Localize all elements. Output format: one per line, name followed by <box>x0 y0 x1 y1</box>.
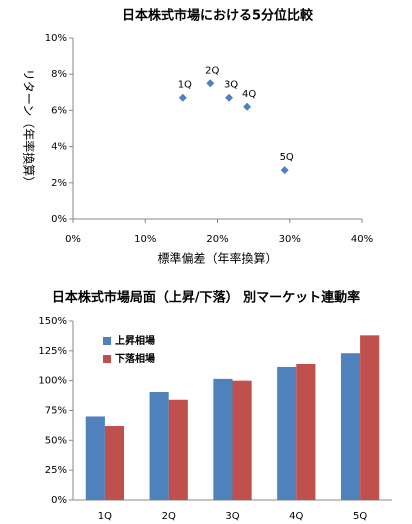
bar <box>277 366 297 500</box>
x-tick-label: 10% <box>134 234 156 245</box>
point <box>178 93 187 102</box>
y-tick-label: 25% <box>45 465 67 476</box>
chart-title: 日本株式市場局面（上昇/下落） 別マーケット連動率 <box>52 290 360 306</box>
y-tick-label: 150% <box>38 316 67 327</box>
bar <box>149 392 169 500</box>
bar <box>104 426 125 500</box>
point <box>206 79 215 88</box>
bar <box>213 378 233 500</box>
legend-swatch <box>103 337 111 345</box>
bar <box>340 353 361 500</box>
point <box>243 102 252 111</box>
point-label: 3Q <box>224 80 238 91</box>
y-tick-label: 125% <box>38 346 67 357</box>
y-tick-label: 8% <box>51 69 67 80</box>
x-tick-label: 4Q <box>289 511 303 522</box>
y-tick-label: 2% <box>51 178 67 189</box>
bar <box>296 363 316 500</box>
x-tick-label: 2Q <box>162 511 176 522</box>
y-tick-label: 50% <box>45 435 67 446</box>
y-tick-label: 10% <box>45 33 67 44</box>
legend-label: 下落相場 <box>115 352 155 365</box>
x-tick-label: 40% <box>351 234 373 245</box>
chart-title: 日本株式市場における5分位比較 <box>122 8 314 24</box>
y-tick-label: 100% <box>38 376 67 387</box>
y-tick-label: 0% <box>51 214 67 225</box>
point <box>225 93 234 102</box>
y-tick-label: 75% <box>45 406 67 417</box>
bar <box>168 399 188 500</box>
point-label: 2Q <box>205 65 219 76</box>
x-tick-label: 20% <box>206 234 228 245</box>
point <box>280 166 289 175</box>
x-tick-label: 1Q <box>98 511 112 522</box>
x-axis-label: 標準偏差（年率換算） <box>157 251 277 266</box>
bar <box>360 335 380 500</box>
point-label: 1Q <box>178 80 192 91</box>
x-tick-label: 5Q <box>353 511 367 522</box>
y-tick-label: 4% <box>51 142 67 153</box>
point-label: 4Q <box>242 89 256 100</box>
x-tick-label: 3Q <box>225 511 239 522</box>
point-label: 5Q <box>280 152 294 163</box>
x-tick-label: 30% <box>279 234 301 245</box>
y-axis-label: リターン（年率換算） <box>22 69 37 188</box>
bar <box>85 416 105 500</box>
x-tick-label: 0% <box>65 234 81 245</box>
legend-swatch <box>103 355 111 363</box>
y-tick-label: 6% <box>51 105 67 116</box>
bar <box>232 380 252 500</box>
y-tick-label: 0% <box>51 495 67 506</box>
legend-label: 上昇相場 <box>115 334 155 347</box>
